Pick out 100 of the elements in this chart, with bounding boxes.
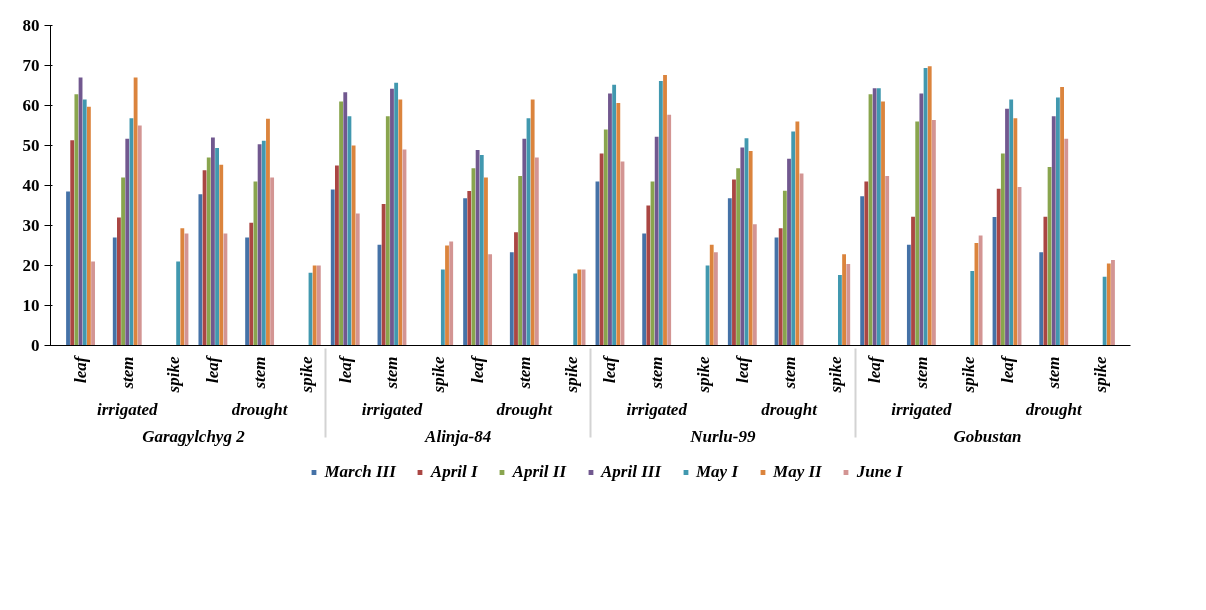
bar bbox=[330, 189, 335, 346]
bar bbox=[658, 81, 663, 346]
category-label: leaf bbox=[997, 356, 1017, 383]
legend-label: March III bbox=[324, 461, 396, 482]
bar bbox=[385, 116, 390, 346]
y-tick-label: 30 bbox=[22, 216, 40, 235]
bar bbox=[463, 198, 468, 346]
category-label: stem bbox=[911, 356, 931, 389]
bar bbox=[795, 121, 800, 346]
bar bbox=[509, 252, 514, 346]
category-label: stem bbox=[779, 356, 799, 389]
bar bbox=[467, 191, 472, 346]
category-label: Nurlu-99 bbox=[690, 427, 756, 447]
bar bbox=[518, 175, 523, 346]
bar bbox=[335, 165, 339, 346]
bar bbox=[996, 188, 1001, 346]
bar bbox=[1060, 87, 1064, 346]
y-tick-label: 60 bbox=[22, 96, 40, 115]
category-label: drought bbox=[231, 400, 288, 420]
y-tick-label: 0 bbox=[31, 336, 40, 355]
legend-label: April III bbox=[601, 461, 661, 482]
category-label: Garagylchyg 2 bbox=[142, 427, 245, 447]
bar bbox=[732, 179, 736, 346]
category-label: Alinja-84 bbox=[425, 427, 492, 447]
bar bbox=[343, 92, 348, 346]
category-label: stem bbox=[514, 356, 534, 389]
bar bbox=[1064, 138, 1069, 346]
bar bbox=[667, 114, 672, 346]
bar bbox=[906, 244, 911, 346]
bar bbox=[736, 168, 741, 346]
bar bbox=[112, 237, 117, 346]
category-label: drought bbox=[496, 400, 553, 420]
bar bbox=[919, 93, 924, 346]
legend-label: April II bbox=[512, 461, 566, 482]
bar bbox=[206, 157, 211, 346]
bar bbox=[791, 131, 796, 346]
bar bbox=[117, 217, 121, 346]
bar bbox=[390, 88, 394, 346]
category-label: leaf bbox=[335, 356, 355, 383]
bar bbox=[1000, 153, 1005, 346]
y-tick-label: 10 bbox=[22, 296, 40, 315]
bar bbox=[381, 203, 386, 346]
category-label: leaf bbox=[600, 356, 620, 383]
category-label: irrigated bbox=[626, 400, 687, 420]
bar bbox=[603, 129, 608, 346]
bar bbox=[872, 88, 877, 346]
legend-label: April I bbox=[430, 461, 478, 482]
bar bbox=[266, 118, 270, 346]
bar bbox=[210, 137, 215, 346]
category-label: spike bbox=[561, 356, 581, 393]
bar bbox=[125, 138, 130, 346]
y-tick-label: 50 bbox=[22, 136, 40, 155]
bar bbox=[911, 216, 915, 346]
category-label: leaf bbox=[865, 356, 885, 383]
bar bbox=[740, 147, 745, 346]
bar bbox=[245, 237, 250, 346]
bar bbox=[530, 99, 535, 346]
y-tick-label: 20 bbox=[22, 256, 40, 275]
bar bbox=[534, 157, 539, 346]
category-label: Gobustan bbox=[953, 427, 1022, 447]
y-tick-label: 70 bbox=[22, 56, 40, 75]
category-label: stem bbox=[647, 356, 667, 389]
category-label: leaf bbox=[468, 356, 488, 383]
bar bbox=[864, 181, 869, 346]
category-label: spike bbox=[693, 356, 713, 393]
category-label: stem bbox=[382, 356, 402, 389]
category-label: stem bbox=[1044, 356, 1064, 389]
bar bbox=[522, 138, 527, 346]
category-label: spike bbox=[296, 356, 316, 393]
bar bbox=[514, 232, 518, 346]
bar bbox=[646, 205, 651, 346]
category-label: spike bbox=[1090, 356, 1110, 393]
legend-label: May I bbox=[696, 461, 739, 482]
bar bbox=[257, 144, 262, 346]
bar bbox=[339, 101, 344, 346]
bar bbox=[249, 222, 254, 346]
category-label: spike bbox=[958, 356, 978, 393]
category-label: drought bbox=[761, 400, 817, 420]
bar bbox=[931, 119, 936, 346]
bar bbox=[1043, 216, 1048, 346]
category-label: spike bbox=[164, 356, 184, 393]
bar bbox=[121, 177, 126, 346]
bar bbox=[778, 228, 783, 346]
category-label: stem bbox=[250, 356, 270, 389]
bar bbox=[270, 177, 275, 346]
bar bbox=[1039, 252, 1044, 346]
bar bbox=[398, 99, 403, 346]
category-label: irrigated bbox=[891, 400, 952, 420]
bar bbox=[599, 153, 604, 346]
bar bbox=[133, 77, 138, 346]
y-tick-label: 80 bbox=[22, 16, 40, 35]
bar bbox=[927, 66, 932, 346]
category-label: leaf bbox=[71, 356, 91, 383]
bar bbox=[915, 121, 920, 346]
category-label: leaf bbox=[203, 356, 223, 383]
bar bbox=[727, 198, 732, 346]
bar bbox=[654, 136, 659, 346]
legend-label: June I bbox=[856, 461, 903, 482]
bar bbox=[70, 140, 75, 346]
bar bbox=[608, 93, 612, 346]
